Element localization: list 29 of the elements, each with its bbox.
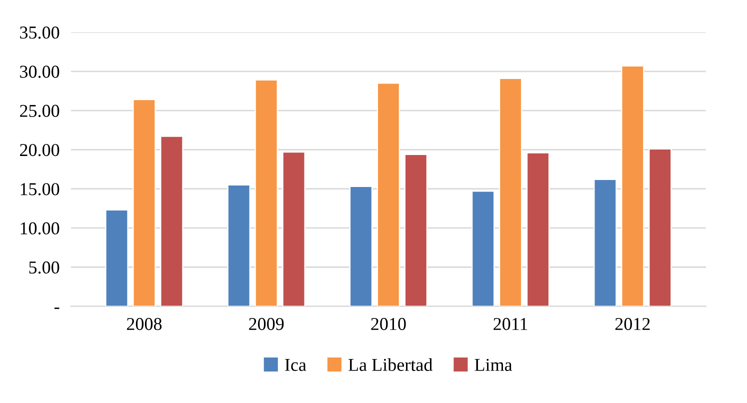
bar [160, 136, 184, 306]
y-tick-label: 5.00 [29, 261, 60, 274]
bar [254, 79, 278, 306]
y-tick-label: 25.00 [20, 104, 60, 118]
legend-label: Lima [474, 358, 512, 371]
x-tick-label: 2011 [494, 318, 528, 330]
y-tick-label: 15.00 [20, 183, 60, 196]
legend-label: La Libertad [348, 358, 432, 371]
y-tick-label: 35.00 [20, 26, 60, 39]
x-tick-label: 2010 [371, 318, 406, 330]
bar [282, 151, 306, 306]
bar [404, 154, 428, 306]
y-tick-label: - [54, 308, 60, 309]
bar [376, 82, 400, 306]
x-tick-label: 2009 [249, 318, 284, 330]
bar [349, 186, 373, 306]
x-tick-label: 2008 [126, 318, 162, 330]
y-tick-label: 20.00 [20, 144, 60, 156]
legend-label: Ica [285, 358, 306, 371]
bar [132, 99, 156, 306]
bar [526, 152, 550, 306]
bar [648, 148, 672, 306]
bar [499, 78, 522, 306]
bar [227, 184, 250, 306]
y-tick-label: 10.00 [20, 222, 60, 235]
bar [105, 209, 128, 306]
bar [472, 190, 495, 306]
y-tick-label: 30.00 [20, 66, 60, 78]
x-tick-label: 2012 [615, 318, 650, 330]
